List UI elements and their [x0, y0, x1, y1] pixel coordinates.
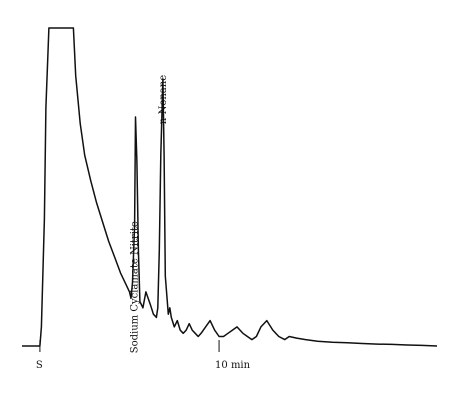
x-tick-label: 10 min	[215, 360, 251, 371]
peak-annotations: Sodium Cyclamate Nitrite n-Nonane	[130, 75, 169, 353]
peak-label-2: n-Nonane	[158, 75, 169, 124]
x-ticks: S 10 min	[36, 340, 251, 371]
peak-label-1: Sodium Cyclamate Nitrite	[130, 221, 141, 353]
chromatogram-trace	[22, 27, 438, 347]
x-tick-label: S	[36, 360, 43, 371]
